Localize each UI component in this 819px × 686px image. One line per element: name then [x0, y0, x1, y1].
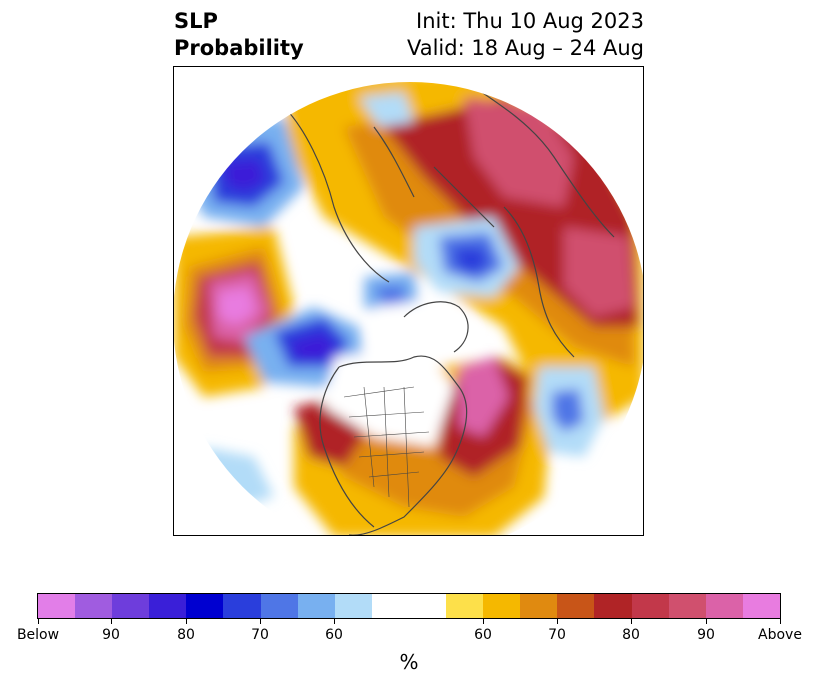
- colorbar-tick: [631, 618, 632, 624]
- colorbar-segment: [705, 594, 743, 618]
- colorbar-tick-label: 80: [622, 627, 640, 643]
- colorbar-segment: [520, 594, 558, 618]
- colorbar-segment: [446, 594, 484, 618]
- colorbar-segment: [483, 594, 521, 618]
- colorbar-segment: [557, 594, 595, 618]
- colorbar-tick-label: Below: [16, 627, 60, 643]
- colorbar-tick-label: Above: [758, 627, 802, 643]
- colorbar-tick-label: 70: [251, 627, 269, 643]
- colorbar-segment: [631, 594, 669, 618]
- colorbar-segment: [668, 594, 706, 618]
- colorbar-tick: [706, 618, 707, 624]
- colorbar-tick: [38, 618, 39, 624]
- colorbar-segment: [371, 594, 409, 618]
- chart-title-left: SLP Probability: [174, 8, 304, 62]
- colorbar: [37, 593, 781, 619]
- colorbar-tick: [260, 618, 261, 624]
- colorbar-tick: [334, 618, 335, 624]
- product-title: Probability: [174, 36, 304, 60]
- colorbar-segment: [297, 594, 335, 618]
- colorbar-tick-label: 90: [697, 627, 715, 643]
- colorbar-segment: [260, 594, 298, 618]
- colorbar-segment: [186, 594, 224, 618]
- colorbar-tick: [186, 618, 187, 624]
- colorbar-segment: [742, 594, 780, 618]
- colorbar-tick: [483, 618, 484, 624]
- colorbar-segment: [408, 594, 447, 618]
- map-canvas: [174, 82, 643, 535]
- colorbar-segment: [112, 594, 150, 618]
- colorbar-tick-label: 70: [548, 627, 566, 643]
- init-date: Init: Thu 10 Aug 2023: [416, 9, 644, 33]
- colorbar-segment: [38, 594, 76, 618]
- colorbar-segment: [223, 594, 261, 618]
- colorbar-segment: [75, 594, 113, 618]
- colorbar-tick: [111, 618, 112, 624]
- colorbar-segment: [149, 594, 187, 618]
- chart-title-right: Init: Thu 10 Aug 2023 Valid: 18 Aug – 24…: [407, 8, 644, 62]
- probability-map: [173, 66, 644, 536]
- colorbar-segment: [594, 594, 632, 618]
- colorbar-tick: [557, 618, 558, 624]
- state-boundaries: [343, 386, 430, 508]
- colorbar-tick-label: 90: [102, 627, 120, 643]
- colorbar-tick: [780, 618, 781, 624]
- colorbar-tick-label: 60: [474, 627, 492, 643]
- colorbar-label: %: [399, 650, 419, 674]
- colorbar-tick-label: 60: [325, 627, 343, 643]
- variable-title: SLP: [174, 9, 218, 33]
- valid-range: Valid: 18 Aug – 24 Aug: [406, 36, 644, 60]
- colorbar-tick-label: 80: [177, 627, 195, 643]
- colorbar-segment: [334, 594, 372, 618]
